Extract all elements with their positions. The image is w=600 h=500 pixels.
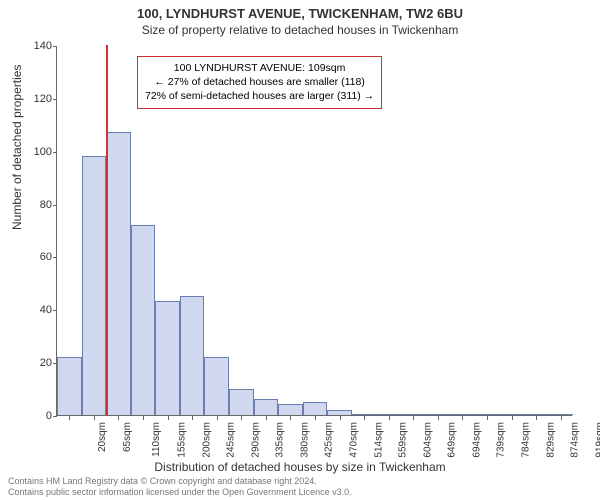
x-tick-label: 919sqm <box>594 422 600 458</box>
histogram-bar <box>229 389 254 415</box>
x-tick-label: 559sqm <box>398 422 409 458</box>
x-tick-mark <box>168 416 169 420</box>
x-tick-label: 649sqm <box>447 422 458 458</box>
y-tick-mark <box>53 310 57 311</box>
y-tick-label: 20 <box>16 357 52 369</box>
x-tick-mark <box>241 416 242 420</box>
histogram-bar <box>204 357 229 415</box>
x-tick-mark <box>512 416 513 420</box>
x-tick-mark <box>389 416 390 420</box>
y-tick-label: 100 <box>16 146 52 158</box>
x-tick-label: 65sqm <box>122 422 133 452</box>
x-tick-mark <box>143 416 144 420</box>
x-tick-mark <box>462 416 463 420</box>
x-tick-label: 335sqm <box>275 422 286 458</box>
plot-region: 02040608010012014020sqm65sqm110sqm155sqm… <box>56 46 572 416</box>
y-tick-label: 40 <box>16 304 52 316</box>
title-address: 100, LYNDHURST AVENUE, TWICKENHAM, TW2 6… <box>0 6 600 21</box>
histogram-bar <box>254 399 279 415</box>
x-tick-mark <box>438 416 439 420</box>
y-tick-label: 120 <box>16 93 52 105</box>
y-tick-mark <box>53 99 57 100</box>
x-tick-mark <box>340 416 341 420</box>
y-tick-mark <box>53 416 57 417</box>
x-tick-mark <box>69 416 70 420</box>
histogram-bar <box>426 414 451 415</box>
histogram-bar <box>155 301 180 415</box>
histogram-bar <box>376 414 401 415</box>
footer-line2: Contains public sector information licen… <box>8 487 352 498</box>
x-tick-mark <box>536 416 537 420</box>
x-tick-mark <box>118 416 119 420</box>
x-tick-label: 874sqm <box>570 422 581 458</box>
x-tick-label: 425sqm <box>324 422 335 458</box>
x-tick-mark <box>266 416 267 420</box>
x-tick-mark <box>94 416 95 420</box>
x-tick-mark <box>561 416 562 420</box>
x-tick-label: 829sqm <box>545 422 556 458</box>
x-tick-label: 155sqm <box>177 422 188 458</box>
x-tick-label: 245sqm <box>226 422 237 458</box>
x-tick-label: 290sqm <box>250 422 261 458</box>
histogram-bar <box>352 414 377 415</box>
x-tick-label: 784sqm <box>521 422 532 458</box>
histogram-bar <box>82 156 107 415</box>
footer-line1: Contains HM Land Registry data © Crown c… <box>8 476 352 487</box>
x-tick-mark <box>487 416 488 420</box>
x-tick-label: 739sqm <box>496 422 507 458</box>
annotation-line: ← 27% of detached houses are smaller (11… <box>145 75 374 89</box>
y-tick-label: 140 <box>16 40 52 52</box>
histogram-bar <box>524 414 549 415</box>
y-tick-label: 60 <box>16 251 52 263</box>
x-tick-label: 514sqm <box>373 422 384 458</box>
chart-area: 02040608010012014020sqm65sqm110sqm155sqm… <box>56 46 572 416</box>
x-tick-mark <box>364 416 365 420</box>
histogram-bar <box>499 414 524 415</box>
x-tick-label: 20sqm <box>97 422 108 452</box>
x-tick-label: 380sqm <box>299 422 310 458</box>
histogram-bar <box>180 296 205 415</box>
histogram-bar <box>475 414 500 415</box>
title-subtitle: Size of property relative to detached ho… <box>0 23 600 37</box>
annotation-line: 72% of semi-detached houses are larger (… <box>145 89 374 103</box>
footer-attribution: Contains HM Land Registry data © Crown c… <box>8 476 352 498</box>
x-tick-mark <box>315 416 316 420</box>
y-tick-mark <box>53 205 57 206</box>
x-tick-mark <box>290 416 291 420</box>
annotation-box: 100 LYNDHURST AVENUE: 109sqm← 27% of det… <box>137 56 382 109</box>
histogram-bar <box>106 132 131 415</box>
histogram-bar <box>57 357 82 415</box>
histogram-bar <box>278 404 303 415</box>
histogram-bar <box>327 410 352 415</box>
property-marker-line <box>106 45 108 415</box>
x-axis-label: Distribution of detached houses by size … <box>0 460 600 474</box>
x-tick-label: 470sqm <box>349 422 360 458</box>
x-tick-mark <box>413 416 414 420</box>
y-tick-mark <box>53 257 57 258</box>
histogram-bar <box>131 225 156 415</box>
x-tick-label: 694sqm <box>471 422 482 458</box>
x-tick-mark <box>192 416 193 420</box>
y-tick-label: 80 <box>16 199 52 211</box>
x-tick-mark <box>217 416 218 420</box>
histogram-bar <box>401 414 426 415</box>
y-tick-mark <box>53 46 57 47</box>
y-tick-mark <box>53 152 57 153</box>
histogram-bar <box>450 414 475 415</box>
x-tick-label: 200sqm <box>201 422 212 458</box>
x-tick-label: 110sqm <box>151 422 162 457</box>
title-block: 100, LYNDHURST AVENUE, TWICKENHAM, TW2 6… <box>0 0 600 37</box>
histogram-bar <box>548 414 573 415</box>
annotation-line: 100 LYNDHURST AVENUE: 109sqm <box>145 61 374 75</box>
y-tick-label: 0 <box>16 410 52 422</box>
x-tick-label: 604sqm <box>422 422 433 458</box>
histogram-bar <box>303 402 328 415</box>
